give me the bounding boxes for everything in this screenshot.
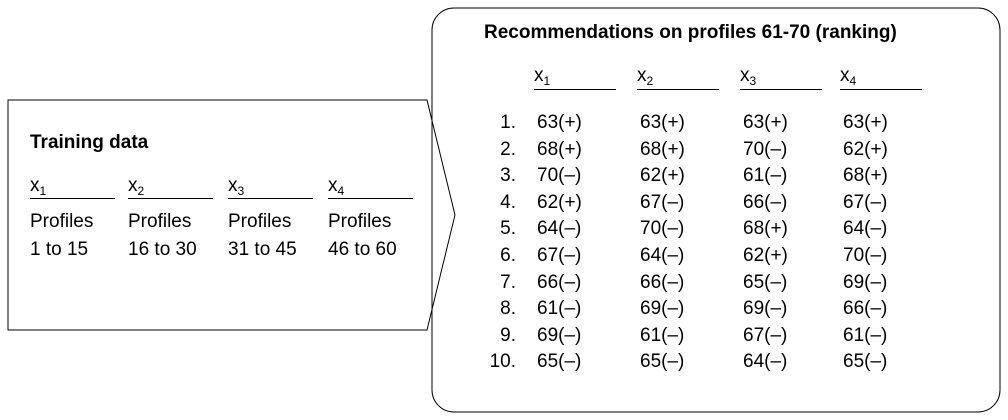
recommendation-cell: 64(–)	[743, 351, 788, 373]
rank-number: 9.	[500, 324, 516, 346]
recommendation-cell: 69(–)	[640, 298, 685, 320]
recommendation-cell: 62(+)	[640, 165, 685, 187]
recommendation-cell: 70(–)	[640, 218, 685, 240]
training-col-header-x1: x1	[30, 175, 47, 198]
recommendation-col-header-x3: x3	[740, 65, 757, 88]
rank-number: 7.	[500, 271, 516, 293]
recommendation-cell: 69(–)	[843, 271, 888, 293]
recommendation-cell: 61(–)	[843, 324, 888, 346]
recommendation-col-header-x2: x2	[637, 65, 654, 88]
recommendation-cell: 67(–)	[537, 245, 582, 266]
recommendation-cell: 62(+)	[743, 245, 788, 266]
training-data-arrow-box	[7, 99, 456, 331]
recommendation-cell: 67(–)	[743, 324, 788, 346]
recommendation-cell: 66(–)	[743, 191, 788, 213]
recommendation-cell: 65(–)	[843, 351, 888, 373]
recommendation-cell: 64(–)	[640, 245, 685, 266]
recommendation-cell: 69(–)	[537, 324, 582, 346]
recommendation-col-header-x1: x1	[534, 65, 551, 88]
recommendation-cell: 67(–)	[640, 191, 685, 213]
rank-number: 8.	[500, 298, 516, 320]
training-col-line2: 31 to 45	[228, 239, 297, 260]
training-col-line2: 46 to 60	[328, 239, 397, 260]
training-col-underline	[228, 198, 313, 199]
recommendation-cell: 64(–)	[843, 218, 888, 240]
recommendation-cell: 65(–)	[640, 351, 685, 373]
recommendations-box	[431, 7, 1001, 413]
recommendation-col-underline	[534, 89, 616, 90]
training-col-line1: Profiles	[328, 211, 392, 232]
training-col-line1: Profiles	[128, 211, 192, 232]
recommendation-cell: 66(–)	[640, 271, 685, 293]
training-col-line1: Profiles	[228, 211, 292, 232]
recommendation-cell: 70(–)	[843, 245, 888, 266]
rank-number: 5.	[500, 218, 516, 240]
recommendation-col-header-x4: x4	[840, 65, 857, 88]
rank-number: 4.	[500, 191, 516, 213]
recommendation-cell: 70(–)	[537, 165, 582, 187]
recommendation-cell: 65(–)	[537, 351, 582, 373]
recommendation-cell: 63(+)	[743, 112, 788, 133]
training-col-header-x2: x2	[128, 175, 145, 198]
training-col-line1: Profiles	[30, 211, 94, 232]
training-col-header-x3: x3	[228, 175, 245, 198]
rank-number: 3.	[500, 165, 516, 187]
recommendation-cell: 67(–)	[843, 191, 888, 213]
recommendation-cell: 62(+)	[537, 191, 582, 213]
rank-number: 6.	[500, 245, 516, 266]
recommendation-cell: 68(+)	[537, 138, 582, 160]
training-col-underline	[328, 198, 413, 199]
recommendation-cell: 61(–)	[743, 165, 788, 187]
recommendation-cell: 63(+)	[537, 112, 582, 133]
recommendation-cell: 64(–)	[537, 218, 582, 240]
recommendation-cell: 65(–)	[743, 271, 788, 293]
recommendation-cell: 61(–)	[537, 298, 582, 320]
training-col-underline	[30, 198, 115, 199]
recommendations-title: Recommendations on profiles 61-70 (ranki…	[484, 22, 897, 43]
recommendation-cell: 70(–)	[743, 138, 788, 160]
rank-number: 2.	[500, 138, 516, 160]
recommendation-cell: 69(–)	[743, 298, 788, 320]
recommendation-cell: 63(+)	[843, 112, 888, 133]
training-col-line2: 16 to 30	[128, 239, 197, 260]
recommendation-cell: 62(+)	[843, 138, 888, 160]
recommendation-cell: 66(–)	[843, 298, 888, 320]
rank-number: 1.	[500, 112, 516, 133]
recommendation-cell: 61(–)	[640, 324, 685, 346]
recommendation-col-underline	[637, 89, 719, 90]
training-data-title: Training data	[30, 132, 149, 153]
recommendation-cell: 68(+)	[743, 218, 788, 240]
recommendation-cell: 68(+)	[843, 165, 888, 187]
training-col-underline	[128, 198, 213, 199]
recommendation-cell: 68(+)	[640, 138, 685, 160]
recommendation-col-underline	[840, 89, 922, 90]
recommendation-cell: 63(+)	[640, 112, 685, 133]
recommendation-cell: 66(–)	[537, 271, 582, 293]
recommendation-col-underline	[740, 89, 822, 90]
rank-number: 10.	[489, 351, 516, 373]
training-col-header-x4: x4	[328, 175, 345, 198]
training-col-line2: 1 to 15	[30, 239, 89, 260]
